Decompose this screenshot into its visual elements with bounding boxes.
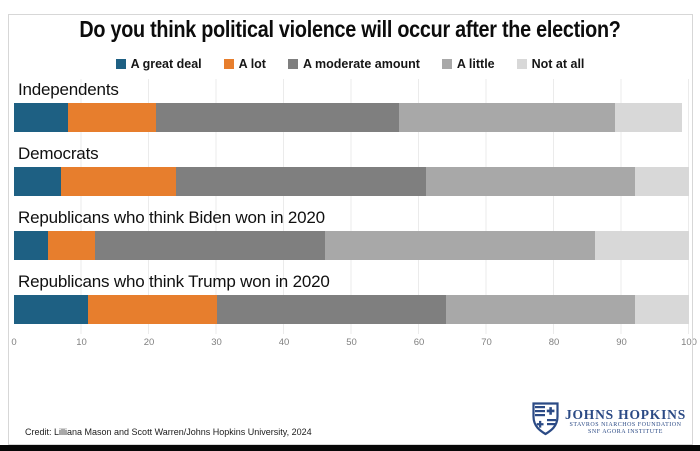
stacked-bar xyxy=(14,167,689,196)
bar-segment xyxy=(61,167,176,196)
footer: Credit: Lilliana Mason and Scott Warren/… xyxy=(0,399,700,445)
legend-label: A great deal xyxy=(130,57,202,71)
logo-subtitle-1: STAVROS NIARCHOS FOUNDATION xyxy=(569,421,682,428)
bar-segment xyxy=(425,167,635,196)
category-label: Independents xyxy=(18,80,119,99)
legend-item: A little xyxy=(441,57,495,71)
johns-hopkins-logo: JOHNS HOPKINS STAVROS NIARCHOS FOUNDATIO… xyxy=(532,402,686,441)
x-tick-label: 50 xyxy=(346,337,357,348)
page: { "chart_data": { "type": "bar", "orient… xyxy=(0,14,700,451)
legend-swatch-icon xyxy=(115,59,126,69)
x-tick-label: 90 xyxy=(616,337,627,348)
bar-segment xyxy=(155,103,399,132)
johns-hopkins-shield-icon xyxy=(532,402,559,441)
bar-segment xyxy=(14,167,62,196)
legend-label: A moderate amount xyxy=(302,57,420,71)
bar-segment xyxy=(594,231,689,260)
bar-segment xyxy=(14,231,48,260)
stacked-bar xyxy=(14,295,689,324)
x-tick-label: 80 xyxy=(548,337,560,348)
logo-subtitle-2: SNF AGORA INSTITUTE xyxy=(588,429,663,435)
x-tick-label: 30 xyxy=(211,337,222,348)
legend-label: Not at all xyxy=(531,57,585,71)
bar-segment xyxy=(635,295,689,324)
x-tick-label: 40 xyxy=(278,337,290,348)
bar-segment xyxy=(446,295,635,324)
stacked-bar xyxy=(14,231,689,260)
logo-text: JOHNS HOPKINS STAVROS NIARCHOS FOUNDATIO… xyxy=(565,407,686,437)
legend-item: A great deal xyxy=(115,57,202,71)
chart-row: Democrats xyxy=(14,143,689,196)
bar-segment xyxy=(324,231,595,260)
bar-segment xyxy=(398,103,615,132)
legend-label: A little xyxy=(456,57,495,71)
legend-item: A lot xyxy=(223,57,266,71)
x-tick-label: 100 xyxy=(681,337,697,348)
bar-segment xyxy=(95,231,325,260)
x-axis: 0 10 20 30 40 50 60 70 80 90 100 xyxy=(11,337,697,350)
legend-swatch-icon xyxy=(441,59,452,69)
legend-swatch-icon xyxy=(287,59,298,69)
plot-area: Independents Democrats Republicans who thi… xyxy=(14,79,689,334)
bar-segment xyxy=(68,103,156,132)
bottom-black-bar xyxy=(0,445,700,451)
bar-segment xyxy=(614,103,683,132)
bar-segment xyxy=(47,231,95,260)
legend-swatch-icon xyxy=(516,59,527,69)
bar-segment xyxy=(14,295,89,324)
bar-segment xyxy=(635,167,689,196)
bar-segment xyxy=(176,167,426,196)
x-tick-label: 70 xyxy=(481,337,492,348)
category-label: Republicans who think Biden won in 2020 xyxy=(18,208,325,227)
chart-row: Republicans who think Biden won in 2020 xyxy=(14,207,689,260)
chart-row: Independents xyxy=(14,79,689,132)
bar-segment xyxy=(14,103,68,132)
x-tick-label: 20 xyxy=(143,337,155,348)
chart-title: Do you think political violence will occ… xyxy=(79,16,621,42)
legend-item: A moderate amount xyxy=(287,57,420,71)
chart-row: Republicans who think Trump won in 2020 xyxy=(14,271,689,324)
category-label: Republicans who think Trump won in 2020 xyxy=(18,272,330,291)
legend-item: Not at all xyxy=(516,57,585,71)
logo-name: JOHNS HOPKINS xyxy=(564,406,686,422)
x-tick-label: 0 xyxy=(11,337,17,348)
bar-segment xyxy=(88,295,217,324)
legend-label: A lot xyxy=(238,57,266,71)
x-tick-label: 10 xyxy=(76,337,87,348)
bar-segment xyxy=(216,295,446,324)
legend: A great deal A lot A moderate amount A litt… xyxy=(0,57,700,71)
legend-swatch-icon xyxy=(223,59,234,69)
stacked-bar xyxy=(14,103,689,132)
category-label: Democrats xyxy=(18,144,99,163)
x-tick-label: 60 xyxy=(413,337,425,348)
credit-text: Credit: Lilliana Mason and Scott Warren/… xyxy=(25,427,312,437)
